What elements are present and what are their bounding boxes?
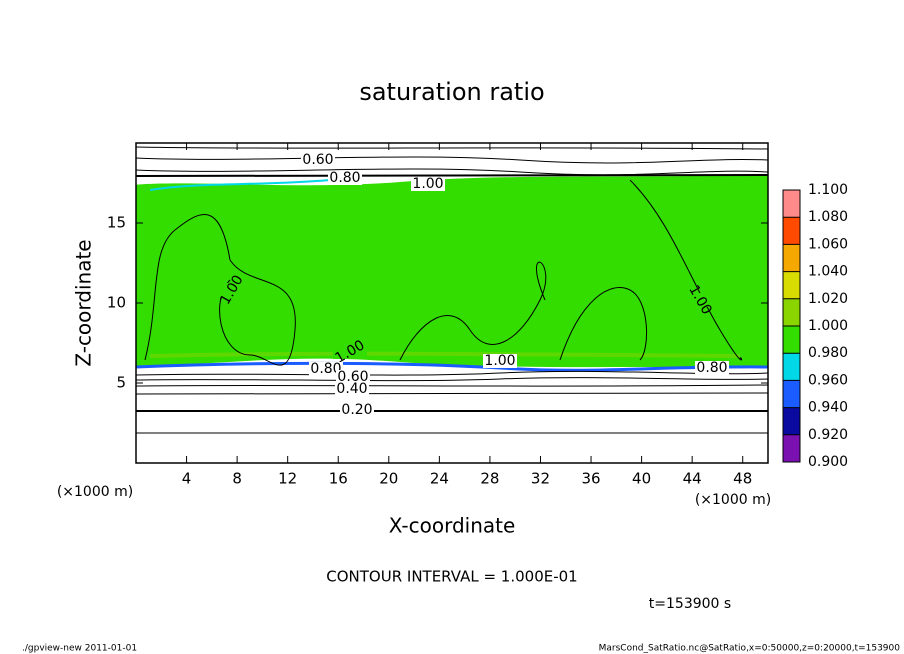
colorbar-label: 0.960 xyxy=(808,372,848,388)
contour-label: 0.60 xyxy=(337,369,368,385)
contour-label-bg xyxy=(328,171,362,185)
contour-label: 0.20 xyxy=(341,402,372,418)
contour-line xyxy=(135,384,769,387)
contour-label: 0.80 xyxy=(310,361,341,377)
field xyxy=(135,175,769,372)
contour-line xyxy=(399,261,547,361)
contour-line xyxy=(135,377,769,382)
colorbar-bin xyxy=(783,190,800,218)
contour-label-bg xyxy=(333,345,367,359)
x-tick-label: 16 xyxy=(329,470,348,488)
colorbar-label: 1.060 xyxy=(808,236,848,252)
time-label: t=153900 s xyxy=(649,596,731,612)
contour-label-bg xyxy=(215,283,249,297)
x-tick-label: 28 xyxy=(480,470,499,488)
x-axis-label: X-coordinate xyxy=(389,514,516,538)
contour-label: 1.00 xyxy=(412,176,443,192)
y-tick-label: 10 xyxy=(107,294,126,312)
footer-left: ./gpview-new 2011-01-01 xyxy=(22,644,137,654)
contour-lines xyxy=(135,146,769,434)
contour-label-bg xyxy=(340,403,374,417)
contour-line xyxy=(135,174,769,177)
contour-label: 0.60 xyxy=(302,152,333,168)
contour-label: 0.80 xyxy=(696,360,727,376)
colorbar-label: 0.900 xyxy=(808,454,848,470)
footer-right: MarsCond_SatRatio.nc@SatRatio,x=0:50000,… xyxy=(599,644,901,654)
contour-line xyxy=(135,392,769,395)
y-tick-label: 15 xyxy=(107,214,126,232)
x-tick-label: 48 xyxy=(733,470,752,488)
colorbar-bin xyxy=(783,244,800,272)
colorbar-label: 1.000 xyxy=(808,318,848,334)
contour-line xyxy=(135,146,769,150)
rim xyxy=(149,351,741,358)
contour-label-bg xyxy=(683,293,717,307)
contour-label-bg xyxy=(411,177,445,191)
colorbar-label: 1.020 xyxy=(808,291,848,307)
colorbar-bin xyxy=(783,380,800,408)
colorbar-bin xyxy=(783,271,800,299)
x-tick-label: 32 xyxy=(531,470,550,488)
x-unit-label: (×1000 m) xyxy=(57,484,133,500)
x-unit-label: (×1000 m) xyxy=(695,492,771,508)
contour-interval: CONTOUR INTERVAL = 1.000E-01 xyxy=(326,568,577,586)
contour-label-bg xyxy=(695,361,729,375)
colorbar-bin xyxy=(783,298,800,326)
contour-label-bg xyxy=(336,370,370,384)
x-tick-label: 36 xyxy=(581,470,600,488)
contour-label-bg xyxy=(483,354,517,368)
x-tick-label: 44 xyxy=(683,470,702,488)
colorbar-bin xyxy=(783,217,800,245)
x-tick-label: 24 xyxy=(430,470,449,488)
x-tick-label: 4 xyxy=(182,470,192,488)
chart-title: saturation ratio xyxy=(359,78,544,106)
contour-line xyxy=(559,179,743,361)
contour-label-bg xyxy=(301,153,335,167)
colorbar-bin xyxy=(783,434,800,462)
contour-line xyxy=(135,156,769,164)
contour-line xyxy=(135,168,769,176)
x-tick-label: 8 xyxy=(232,470,242,488)
y-axis-label: Z-coordinate xyxy=(72,239,96,366)
colorbar-bin xyxy=(783,407,800,435)
y-tick-label: 5 xyxy=(116,374,126,392)
colorbar-label: 1.100 xyxy=(808,182,848,198)
contour-label-bg xyxy=(335,382,369,396)
rim xyxy=(149,179,331,191)
colorbar-label: 1.040 xyxy=(808,264,848,280)
contour-label-bg xyxy=(309,362,343,376)
colorbar-label: 0.980 xyxy=(808,345,848,361)
contour-label: 1.00 xyxy=(484,353,515,369)
contour-line xyxy=(144,214,296,366)
contour-label: 0.80 xyxy=(329,170,360,186)
saturated-region xyxy=(136,175,768,368)
colorbar-bin xyxy=(783,353,800,381)
x-tick-label: 20 xyxy=(379,470,398,488)
contour-line xyxy=(135,370,769,376)
colorbar-bin xyxy=(783,326,800,354)
colorbar-label: 0.920 xyxy=(808,427,848,443)
x-tick-label: 12 xyxy=(278,470,297,488)
x-tick-label: 40 xyxy=(632,470,651,488)
colorbar-label: 0.940 xyxy=(808,400,848,416)
colorbar-label: 1.080 xyxy=(808,209,848,225)
contour-label: 0.40 xyxy=(336,381,367,397)
